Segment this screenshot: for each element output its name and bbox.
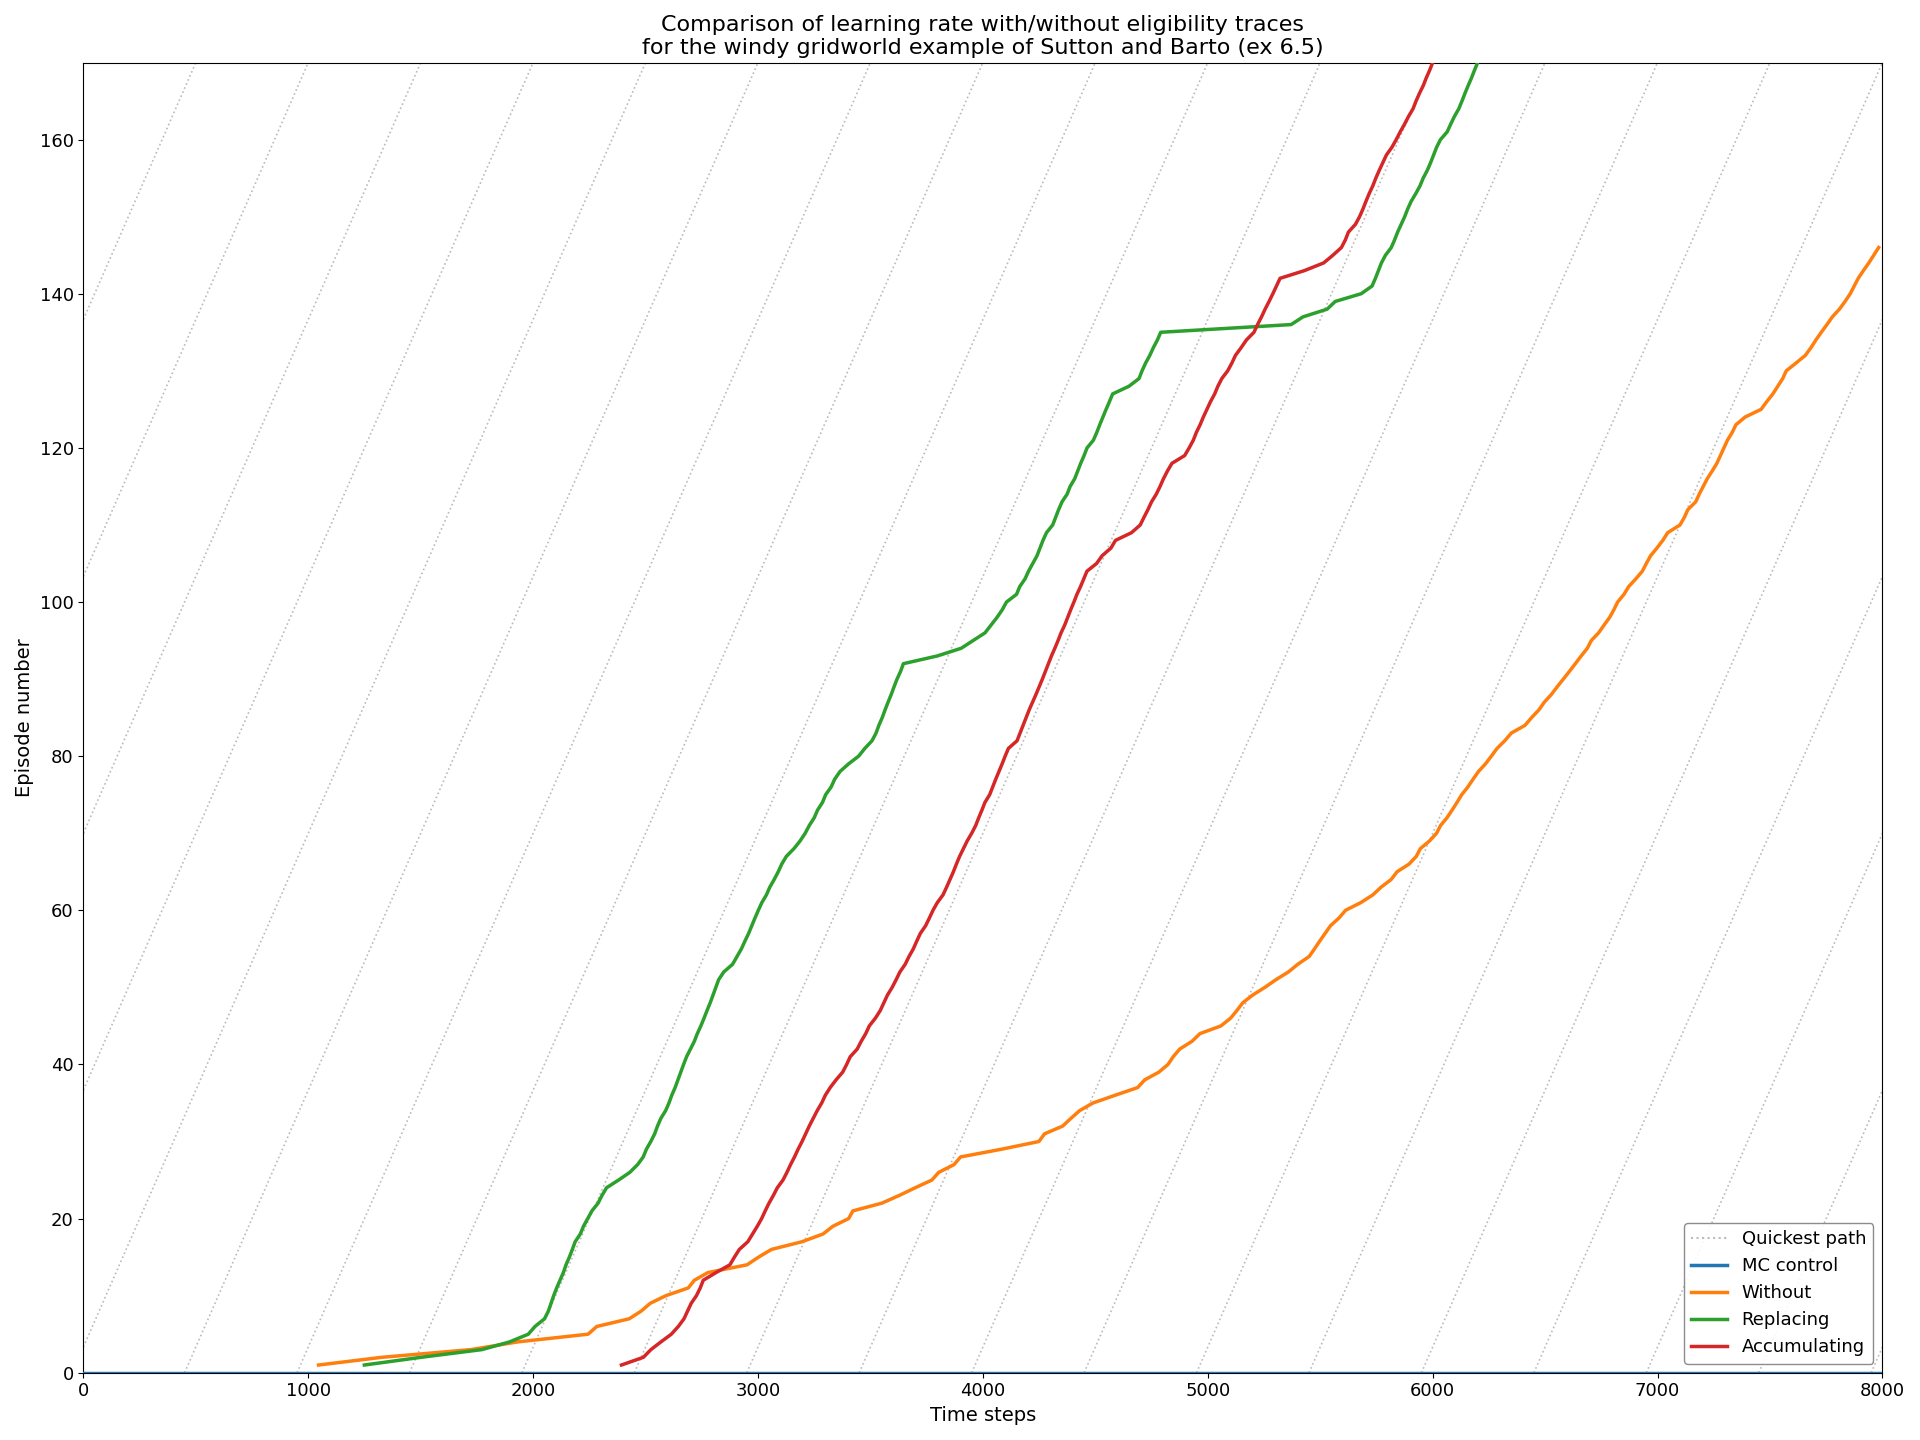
X-axis label: Time steps: Time steps <box>929 1405 1037 1426</box>
Title: Comparison of learning rate with/without eligibility traces
for the windy gridwo: Comparison of learning rate with/without… <box>641 14 1323 58</box>
Legend: Quickest path, MC control, Without, Replacing, Accumulating: Quickest path, MC control, Without, Repl… <box>1684 1223 1874 1364</box>
Y-axis label: Episode number: Episode number <box>15 638 35 796</box>
